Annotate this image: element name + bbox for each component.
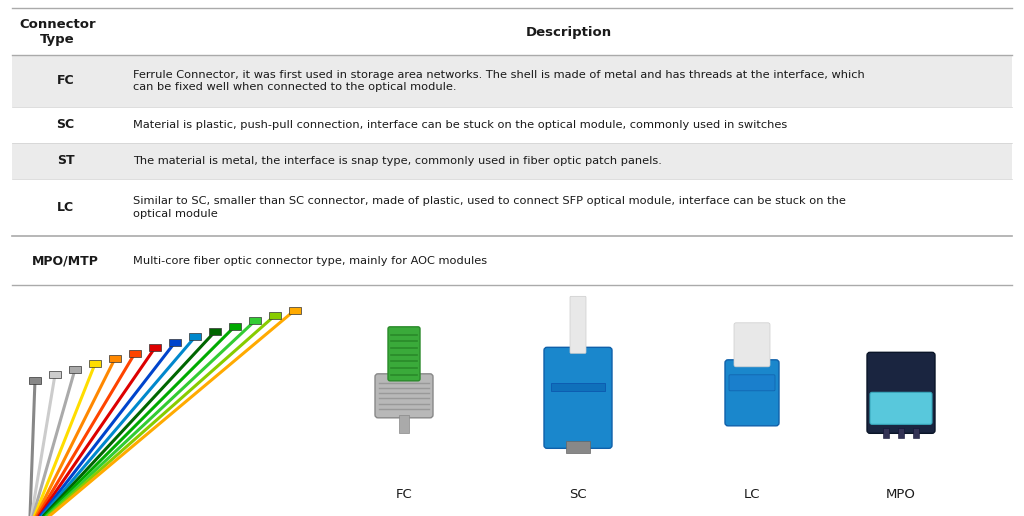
- Text: SC: SC: [56, 119, 75, 132]
- Bar: [12, 143, 1012, 179]
- Bar: [289, 307, 301, 314]
- Bar: [551, 383, 605, 391]
- Text: Material is plastic, push-pull connection, interface can be stuck on the optical: Material is plastic, push-pull connectio…: [133, 120, 787, 130]
- FancyBboxPatch shape: [729, 375, 775, 391]
- FancyBboxPatch shape: [734, 323, 770, 367]
- Bar: [49, 371, 61, 378]
- Bar: [150, 344, 161, 351]
- FancyBboxPatch shape: [570, 296, 586, 353]
- Bar: [12, 179, 1012, 236]
- Bar: [249, 317, 261, 324]
- Bar: [913, 428, 919, 438]
- Text: Ferrule Connector, it was first used in storage area networks. The shell is made: Ferrule Connector, it was first used in …: [133, 70, 864, 92]
- FancyBboxPatch shape: [375, 374, 433, 418]
- Text: SC: SC: [569, 488, 587, 501]
- Bar: [883, 428, 889, 438]
- Bar: [29, 377, 41, 383]
- Text: Description: Description: [525, 26, 611, 39]
- Bar: [269, 312, 281, 319]
- Bar: [399, 415, 409, 433]
- FancyBboxPatch shape: [867, 352, 935, 433]
- Bar: [229, 322, 241, 330]
- Text: MPO: MPO: [886, 488, 915, 501]
- Bar: [209, 328, 221, 335]
- Bar: [566, 441, 590, 454]
- Text: Connector
Type: Connector Type: [19, 19, 96, 46]
- FancyBboxPatch shape: [388, 327, 420, 381]
- Bar: [69, 366, 81, 373]
- Bar: [898, 428, 904, 438]
- Text: ST: ST: [56, 154, 75, 168]
- Text: Similar to SC, smaller than SC connector, made of plastic, used to connect SFP o: Similar to SC, smaller than SC connector…: [133, 196, 846, 219]
- FancyBboxPatch shape: [870, 392, 932, 424]
- Bar: [0, 295, 1024, 516]
- FancyBboxPatch shape: [544, 347, 612, 448]
- Bar: [189, 333, 201, 341]
- Text: FC: FC: [56, 74, 75, 88]
- Bar: [169, 339, 181, 346]
- Text: MPO/MTP: MPO/MTP: [32, 254, 99, 267]
- Bar: [89, 360, 101, 367]
- Text: LC: LC: [743, 488, 760, 501]
- Text: FC: FC: [395, 488, 413, 501]
- Bar: [129, 349, 141, 357]
- FancyBboxPatch shape: [725, 360, 779, 426]
- Bar: [12, 55, 1012, 107]
- Text: Multi-core fiber optic connector type, mainly for AOC modules: Multi-core fiber optic connector type, m…: [133, 255, 487, 266]
- Bar: [12, 236, 1012, 285]
- Bar: [109, 355, 121, 362]
- Text: The material is metal, the interface is snap type, commonly used in fiber optic : The material is metal, the interface is …: [133, 156, 662, 166]
- Text: LC: LC: [57, 201, 74, 214]
- Bar: [12, 107, 1012, 143]
